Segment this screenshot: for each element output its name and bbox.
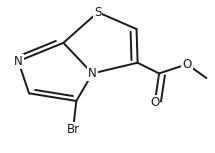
Text: Br: Br: [66, 123, 80, 136]
Text: O: O: [182, 58, 192, 71]
Text: N: N: [14, 55, 23, 68]
Text: N: N: [88, 67, 97, 80]
Text: O: O: [150, 96, 160, 109]
Text: S: S: [94, 6, 101, 19]
